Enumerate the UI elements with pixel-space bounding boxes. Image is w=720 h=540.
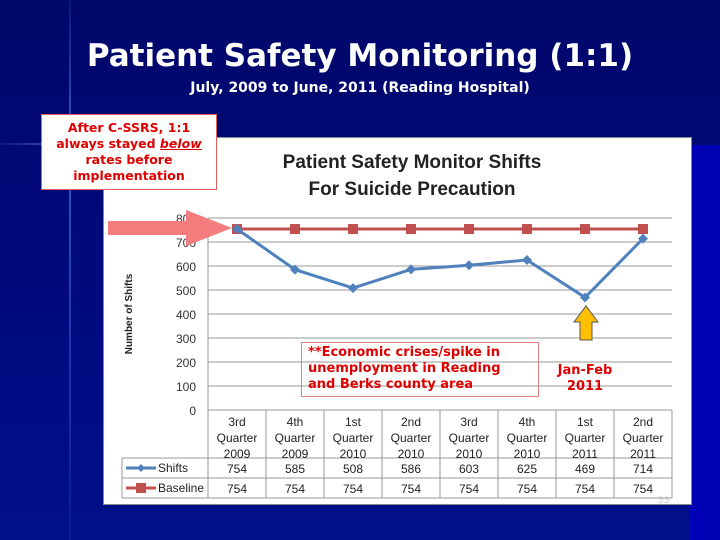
- legend-label: Baseline: [158, 481, 204, 495]
- shifts-marker: [348, 283, 358, 294]
- baseline-marker: [638, 224, 648, 235]
- callout-line: rates before: [85, 152, 173, 167]
- y-tick-label: 500: [176, 284, 196, 298]
- shifts-marker: [638, 233, 648, 244]
- baseline-value: 754: [517, 482, 537, 496]
- callout-text: always stayed: [56, 136, 160, 151]
- category-label: 2010: [340, 447, 367, 461]
- category-label: 1st: [345, 415, 362, 429]
- shifts-value: 754: [227, 462, 247, 476]
- category-label: 2010: [398, 447, 425, 461]
- pink-arrow-icon: [108, 210, 232, 246]
- y-tick-label: 400: [176, 308, 196, 322]
- y-tick-label: 300: [176, 332, 196, 346]
- category-label: Quarter: [623, 431, 664, 445]
- callout-emphasis: below: [159, 136, 202, 151]
- legend-marker: [137, 464, 145, 472]
- shifts-value: 508: [343, 462, 363, 476]
- yellow-arrow-icon: [573, 305, 599, 341]
- callout-box: After C-SSRS, 1:1 always stayed below ra…: [41, 114, 217, 190]
- callout-line: always stayed below: [42, 136, 216, 152]
- shifts-value: 625: [517, 462, 537, 476]
- category-label: 2nd: [633, 415, 653, 429]
- baseline-value: 754: [285, 482, 305, 496]
- y-tick-label: 0: [189, 404, 196, 418]
- decorative-line: [69, 0, 71, 540]
- baseline-marker: [580, 224, 590, 235]
- slide-subtitle: July, 2009 to June, 2011 (Reading Hospit…: [190, 80, 530, 96]
- baseline-value: 754: [633, 482, 653, 496]
- category-label: 2010: [456, 447, 483, 461]
- shifts-marker: [232, 224, 242, 235]
- jan-feb-note: Jan-Feb 2011: [540, 363, 630, 395]
- category-label: 4th: [287, 415, 304, 429]
- chart-title: For Suicide Precaution: [309, 179, 516, 200]
- legend-marker: [136, 483, 146, 493]
- shifts-value: 586: [401, 462, 421, 476]
- legend-label: Shifts: [158, 461, 188, 475]
- shifts-value: 585: [285, 462, 305, 476]
- category-label: 2009: [282, 447, 309, 461]
- category-label: 3rd: [228, 415, 245, 429]
- y-tick-label: 600: [176, 260, 196, 274]
- jan-note-line: Jan-Feb: [557, 363, 613, 378]
- y-tick-label: 200: [176, 356, 196, 370]
- baseline-marker: [348, 224, 358, 235]
- decorative-block: [690, 145, 720, 540]
- callout-line: implementation: [73, 168, 185, 183]
- category-label: 2009: [224, 447, 251, 461]
- category-label: 2010: [514, 447, 541, 461]
- baseline-value: 754: [227, 482, 247, 496]
- category-label: Quarter: [275, 431, 316, 445]
- category-label: 2011: [630, 447, 656, 461]
- shifts-marker: [290, 264, 300, 275]
- jan-note-line: 2011: [566, 379, 604, 394]
- category-label: 2011: [572, 447, 598, 461]
- shifts-marker: [406, 264, 416, 275]
- shifts-value: 469: [575, 462, 595, 476]
- category-label: 3rd: [460, 415, 477, 429]
- category-label: 1st: [577, 415, 594, 429]
- baseline-marker: [406, 224, 416, 235]
- slide-title: Patient Safety Monitoring (1:1): [86, 38, 634, 74]
- shifts-line: [236, 227, 645, 300]
- chart-title: Patient Safety Monitor Shifts: [283, 152, 542, 173]
- category-label: Quarter: [449, 431, 490, 445]
- y-tick-label: 100: [176, 380, 196, 394]
- shifts-value: 714: [633, 462, 653, 476]
- baseline-marker: [464, 224, 474, 235]
- baseline-marker: [522, 224, 532, 235]
- category-label: Quarter: [333, 431, 374, 445]
- shifts-marker: [464, 260, 474, 271]
- shifts-marker: [580, 292, 590, 303]
- baseline-value: 754: [401, 482, 421, 496]
- baseline-value: 754: [459, 482, 479, 496]
- category-label: 2nd: [401, 415, 421, 429]
- economic-note: **Economic crises/spike in unemployment …: [301, 342, 539, 397]
- category-label: Quarter: [565, 431, 606, 445]
- page-number: 53: [658, 496, 670, 506]
- category-label: Quarter: [507, 431, 548, 445]
- baseline-marker: [290, 224, 300, 235]
- category-label: 4th: [519, 415, 536, 429]
- baseline-value: 754: [343, 482, 363, 496]
- category-label: Quarter: [391, 431, 432, 445]
- callout-line: After C-SSRS, 1:1: [67, 120, 191, 135]
- y-axis-label: Number of Shifts: [124, 273, 135, 354]
- baseline-value: 754: [575, 482, 595, 496]
- category-label: Quarter: [217, 431, 258, 445]
- shifts-marker: [522, 255, 532, 265]
- shifts-value: 603: [459, 462, 479, 476]
